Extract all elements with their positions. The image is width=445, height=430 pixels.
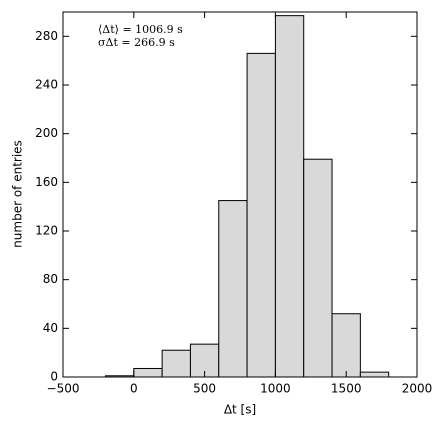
y-tick-label: 40	[43, 321, 58, 335]
annotation: σΔt = 266.9 s	[98, 36, 175, 49]
plot-frame	[62, 11, 418, 378]
bar	[359, 371, 390, 378]
bar	[218, 200, 248, 378]
x-tick-label: 1000	[260, 382, 291, 396]
y-tick-label: 80	[43, 272, 58, 286]
x-tick-label: −500	[47, 382, 80, 396]
y-tick-label: 200	[35, 126, 58, 140]
x-tick-label: 500	[193, 382, 216, 396]
x-tick-label: 2000	[402, 382, 433, 396]
y-tick-label: 0	[50, 370, 58, 384]
y-tick-label: 240	[35, 78, 58, 92]
y-axis-label: number of entries	[11, 140, 25, 248]
x-tick-label: 1500	[331, 382, 362, 396]
y-tick-label: 120	[35, 224, 58, 238]
y-tick-label: 160	[35, 175, 58, 189]
annotation: ⟨Δt⟩ = 1006.9 s	[98, 23, 183, 36]
bar	[246, 52, 276, 378]
bar	[161, 349, 191, 378]
y-tick-label: 280	[35, 29, 58, 43]
bar	[274, 15, 305, 378]
x-axis-label: Δt [s]	[224, 403, 256, 417]
x-tick-label: 0	[130, 382, 138, 396]
bar	[303, 158, 333, 378]
bar	[331, 313, 361, 378]
bar	[133, 367, 163, 378]
